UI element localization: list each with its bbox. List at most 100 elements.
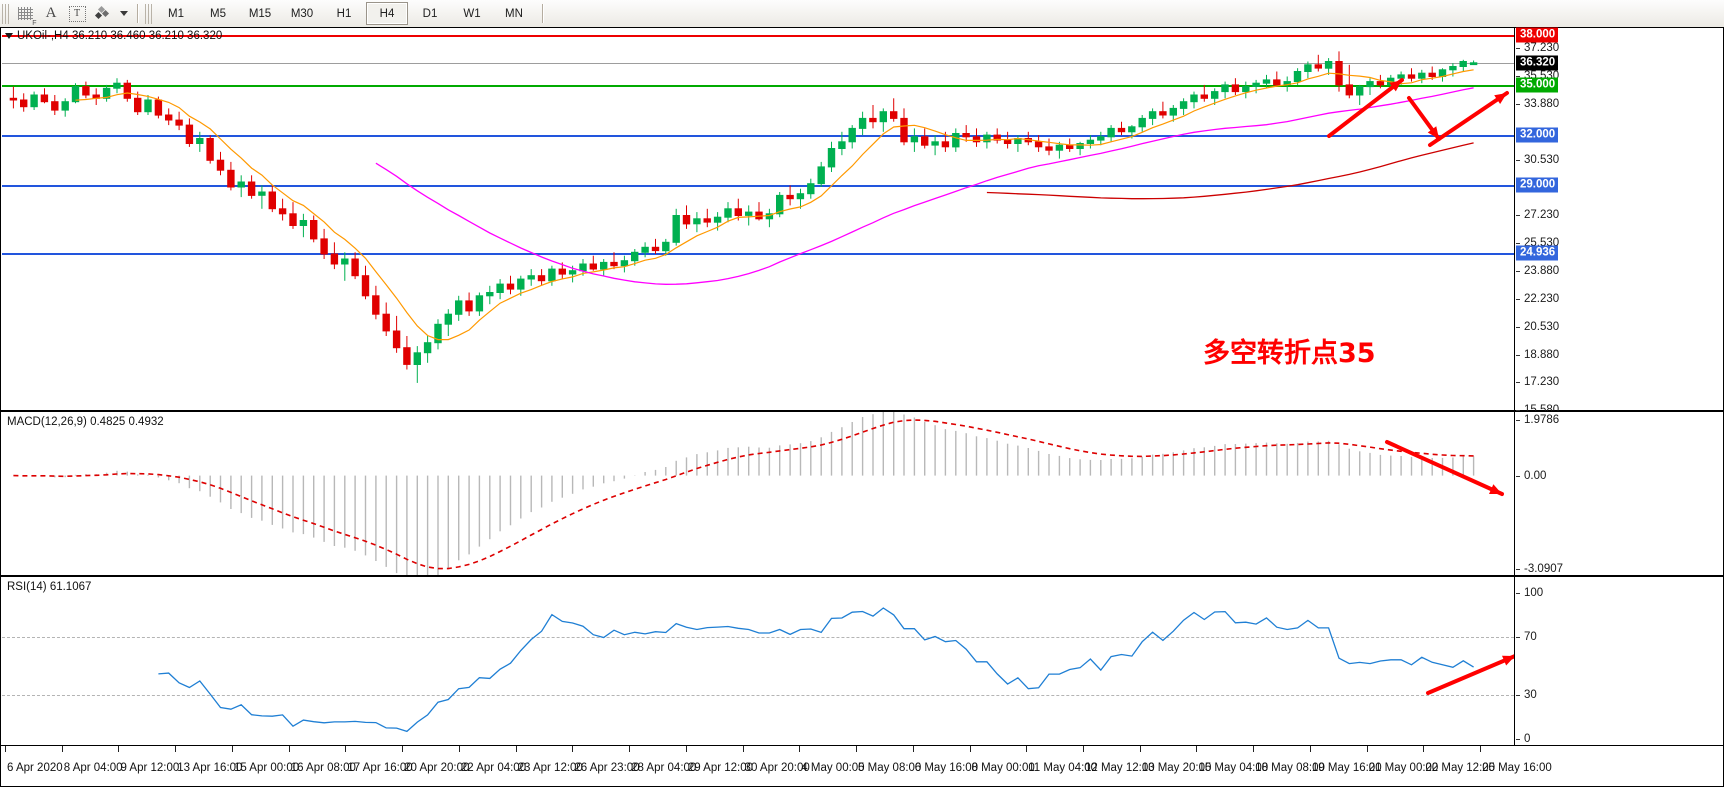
timeframe-group: M1 M5 M15 M30 H1 H4 D1 W1 MN bbox=[155, 2, 535, 25]
time-tick-mark bbox=[685, 746, 687, 752]
time-tick-mark bbox=[458, 746, 460, 752]
time-tick-label: 11 May 04:00 bbox=[1028, 762, 1098, 774]
time-tick-label: 26 Apr 23:00 bbox=[574, 762, 640, 774]
time-tick-label: 13 Apr 16:00 bbox=[177, 762, 243, 774]
time-tick-mark bbox=[912, 746, 914, 752]
grid-crosshair-icon[interactable] bbox=[12, 2, 38, 27]
macd-tick-1.9786: 1.9786 bbox=[1515, 414, 1559, 426]
toolbar-divider-2 bbox=[542, 4, 543, 23]
time-tick-label: 6 May 16:00 bbox=[914, 762, 979, 774]
timeframe-m15-button[interactable]: M15 bbox=[248, 7, 272, 20]
time-tick-mark bbox=[742, 746, 744, 752]
level-line-29[interactable] bbox=[2, 185, 1514, 188]
rsi-tick-0: 0 bbox=[1515, 733, 1530, 745]
rsi-plot-area[interactable] bbox=[2, 577, 1514, 745]
objects-icon[interactable] bbox=[90, 2, 116, 25]
time-tick-label: 18 May 08:00 bbox=[1255, 762, 1325, 774]
price-tick-20.530: 20.530 bbox=[1515, 321, 1559, 333]
time-tick-mark bbox=[515, 746, 517, 752]
time-tick-label: 29 Apr 12:00 bbox=[687, 762, 754, 774]
time-tick-label: 15 May 04:00 bbox=[1198, 762, 1269, 774]
text-label-icon[interactable]: A bbox=[45, 5, 57, 21]
time-tick-mark bbox=[402, 746, 404, 752]
text-box-icon[interactable]: T bbox=[64, 2, 90, 25]
rsi-band-70 bbox=[2, 636, 1514, 638]
rsi-axis[interactable]: 100 70 30 0 bbox=[1514, 577, 1723, 745]
price-tag-38.000: 38.000 bbox=[1516, 27, 1559, 43]
rsi-tick-70: 70 bbox=[1515, 631, 1537, 643]
price-tag-29.000: 29.000 bbox=[1516, 177, 1559, 193]
time-tick-mark bbox=[118, 746, 120, 752]
time-tick-mark bbox=[1480, 746, 1482, 752]
toolbar-drag-handle[interactable] bbox=[2, 3, 9, 24]
rsi-tick-100: 100 bbox=[1515, 587, 1543, 599]
current-price-gridline bbox=[2, 62, 1514, 64]
macd-tick--3.0907: -3.0907 bbox=[1515, 563, 1563, 575]
chevron-down-icon[interactable] bbox=[116, 2, 132, 25]
timeframe-m5-button[interactable]: M5 bbox=[210, 7, 226, 20]
timeframe-h1-button[interactable]: H1 bbox=[336, 7, 352, 20]
price-pane[interactable]: 38.000 37.230 36.320 35.530 35.000 33.880 32.0… bbox=[0, 27, 1724, 416]
timeframe-m30-button[interactable]: M30 bbox=[290, 7, 314, 20]
price-tick-37.230: 37.230 bbox=[1515, 42, 1559, 54]
price-plot-area[interactable] bbox=[2, 28, 1514, 410]
timeframe-d1-button[interactable]: D1 bbox=[422, 7, 438, 20]
macd-label: MACD(12,26,9) 0.4825 0.4932 bbox=[7, 416, 164, 428]
time-tick-mark bbox=[1366, 746, 1368, 752]
macd-tick-0: 0.00 bbox=[1515, 470, 1546, 482]
level-line-35[interactable] bbox=[2, 84, 1514, 87]
level-line-24.936[interactable] bbox=[2, 253, 1514, 256]
rsi-band-30 bbox=[2, 695, 1514, 697]
timeframe-drag-handle[interactable] bbox=[145, 3, 152, 24]
time-tick-label: 25 May 16:00 bbox=[1482, 762, 1552, 774]
time-tick-mark bbox=[1253, 746, 1255, 752]
timeframe-h4-button[interactable]: H4 bbox=[366, 2, 408, 25]
macd-plot-area[interactable] bbox=[2, 412, 1514, 575]
time-tick-mark bbox=[61, 746, 63, 752]
level-line-38[interactable] bbox=[2, 34, 1514, 37]
price-tick-33.880: 33.880 bbox=[1515, 98, 1559, 110]
macd-axis[interactable]: 1.9786 0.00 -3.0907 bbox=[1514, 412, 1723, 575]
time-tick-label: 30 Apr 20:00 bbox=[744, 762, 810, 774]
price-tag-24.936: 24.936 bbox=[1516, 245, 1559, 261]
time-tick-label: 28 Apr 04:00 bbox=[631, 762, 697, 774]
macd-pane[interactable]: 1.9786 0.00 -3.0907 MACD(12,26,9) 0.4825 0… bbox=[0, 411, 1724, 576]
symbol-header: UKOil-,H4 36.210 36.460 36.210 36.320 bbox=[5, 30, 222, 42]
time-tick-mark bbox=[231, 746, 233, 752]
time-tick-mark bbox=[1026, 746, 1028, 752]
symbol-ohlc-text: UKOil-,H4 36.210 36.460 36.210 36.320 bbox=[17, 30, 223, 42]
price-tag-32.000: 32.000 bbox=[1516, 127, 1559, 143]
time-tick-label: 8 Apr 04:00 bbox=[63, 762, 123, 774]
time-tick-mark bbox=[5, 746, 6, 752]
time-tick-label: 22 May 12:00 bbox=[1425, 762, 1496, 774]
level-line-32[interactable] bbox=[2, 135, 1514, 138]
rsi-tick-30: 30 bbox=[1515, 689, 1537, 701]
timeframe-mn-button[interactable]: MN bbox=[505, 7, 523, 20]
time-tick-label: 5 May 08:00 bbox=[858, 762, 922, 774]
price-tick-27.230: 27.230 bbox=[1515, 209, 1559, 221]
price-tick-30.530: 30.530 bbox=[1515, 154, 1559, 166]
price-axis[interactable]: 38.000 37.230 36.320 35.530 35.000 33.880 32.0… bbox=[1514, 27, 1723, 416]
time-tick-label: 17 Apr 16:00 bbox=[347, 762, 413, 774]
time-tick-mark bbox=[1423, 746, 1425, 752]
time-tick-mark bbox=[856, 746, 858, 752]
price-candles-svg bbox=[9, 51, 1509, 383]
timeframe-m1-button[interactable]: M1 bbox=[168, 7, 184, 20]
timeframe-w1-button[interactable]: W1 bbox=[463, 7, 481, 20]
time-tick-label: 19 May 16:00 bbox=[1311, 762, 1382, 774]
time-tick-label: 20 Apr 20:00 bbox=[404, 762, 470, 774]
time-axis[interactable]: 6 Apr 2020 8 Apr 04:00 9 Apr 12:00 13 Apr 1… bbox=[0, 746, 1724, 787]
price-tick-23.880: 23.880 bbox=[1515, 265, 1559, 277]
collapse-triangle-icon[interactable] bbox=[5, 33, 13, 39]
time-tick-mark bbox=[345, 746, 347, 752]
time-tick-label: 9 Apr 12:00 bbox=[120, 762, 180, 774]
time-tick-mark bbox=[629, 746, 631, 752]
rsi-svg bbox=[158, 607, 1514, 733]
rsi-pane[interactable]: 100 70 30 0 RSI(14) 61.1067 bbox=[0, 576, 1724, 746]
price-tick-22.230: 22.230 bbox=[1515, 293, 1559, 305]
time-tick-label: 6 Apr 2020 bbox=[7, 762, 63, 774]
price-tick-17.230: 17.230 bbox=[1515, 376, 1559, 388]
time-tick-label: 13 May 20:00 bbox=[1141, 762, 1212, 774]
time-tick-mark bbox=[1139, 746, 1141, 752]
time-tick-label: 23 Apr 12:00 bbox=[517, 762, 583, 774]
